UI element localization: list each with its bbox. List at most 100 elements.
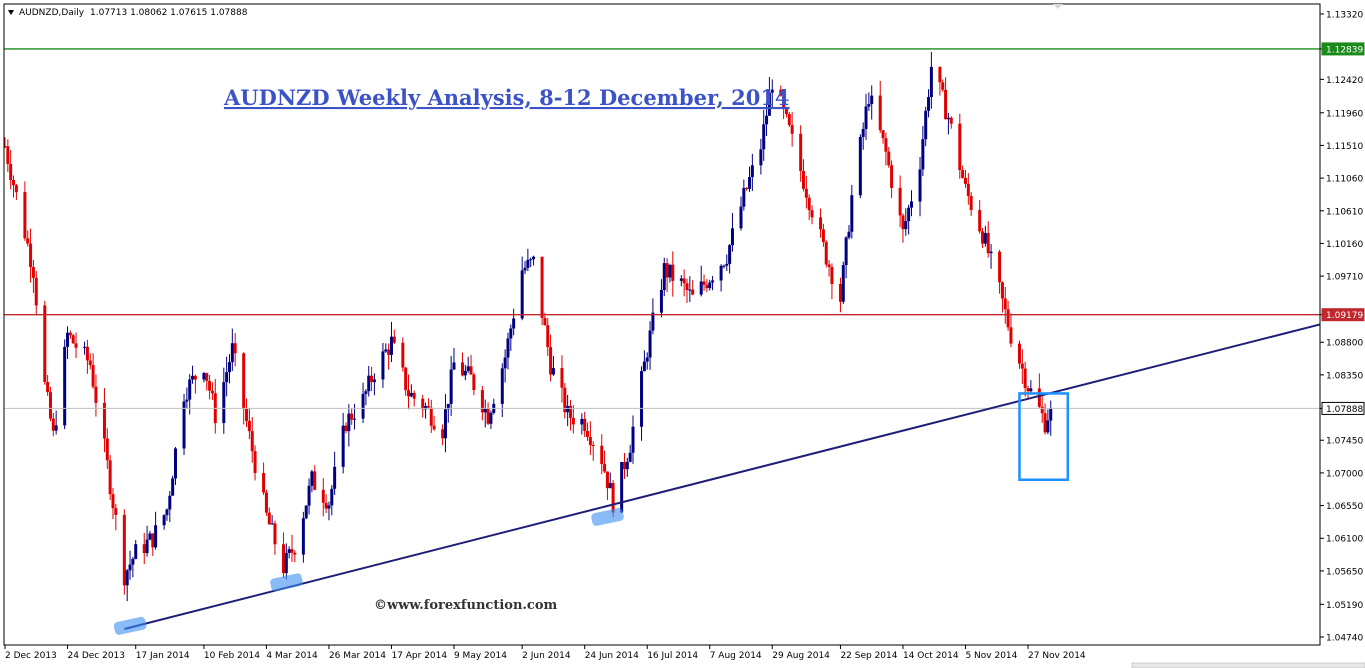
candle-down bbox=[685, 283, 689, 291]
candle-down bbox=[1023, 368, 1027, 389]
time-tick-label: 14 Oct 2014 bbox=[903, 651, 959, 661]
candle-down bbox=[560, 368, 564, 388]
candle-up bbox=[659, 289, 663, 313]
candle-down bbox=[1000, 282, 1004, 299]
candle-up bbox=[580, 418, 584, 425]
candle-up bbox=[182, 401, 186, 449]
candle-up bbox=[449, 369, 453, 404]
candle-up bbox=[389, 336, 393, 355]
candle-down bbox=[74, 343, 78, 348]
candle-down bbox=[250, 431, 254, 452]
candle-down bbox=[68, 332, 72, 336]
candle-down bbox=[43, 305, 47, 383]
candle-down bbox=[1026, 388, 1030, 392]
plot-frame bbox=[3, 3, 1321, 646]
candle-down bbox=[603, 464, 607, 472]
candle-down bbox=[981, 231, 985, 244]
time-tick-label: 9 May 2014 bbox=[454, 651, 507, 661]
price-tick-label: 1.05190 bbox=[1326, 601, 1363, 611]
support-tag bbox=[1321, 308, 1365, 322]
price-tick-label: 1.08800 bbox=[1326, 339, 1363, 349]
candle-up bbox=[171, 478, 175, 496]
candle-up bbox=[284, 552, 288, 574]
candle-down bbox=[958, 123, 962, 171]
candle-up bbox=[270, 523, 274, 525]
candle-down bbox=[810, 210, 814, 218]
candle-up bbox=[648, 330, 652, 358]
candle-down bbox=[412, 392, 416, 399]
candle-down bbox=[588, 437, 592, 445]
candle-up bbox=[844, 237, 848, 266]
candle-down bbox=[784, 108, 788, 115]
candle-up bbox=[154, 525, 158, 548]
price-tick-label: 1.10160 bbox=[1326, 240, 1363, 250]
trendline bbox=[124, 323, 1321, 630]
candle-down bbox=[819, 217, 823, 230]
candle-up bbox=[668, 264, 672, 278]
candle-down bbox=[804, 188, 808, 198]
price-tick-label: 1.05650 bbox=[1326, 567, 1363, 577]
candle-up bbox=[301, 518, 305, 555]
candle-up bbox=[759, 149, 763, 166]
candle-down bbox=[6, 146, 10, 165]
candle-up bbox=[483, 408, 487, 413]
candle-down bbox=[290, 549, 294, 553]
candle-down bbox=[324, 502, 328, 509]
candle-up bbox=[347, 413, 351, 432]
chart-title: AUDNZD Weekly Analysis, 8-12 December, 2… bbox=[223, 85, 790, 110]
touch-highlight bbox=[270, 573, 303, 592]
candle-down bbox=[34, 277, 38, 306]
candle-up bbox=[645, 357, 649, 362]
candle-down bbox=[963, 177, 967, 184]
candle-up bbox=[929, 66, 933, 98]
focus-box bbox=[1018, 392, 1070, 481]
candle-down bbox=[29, 243, 33, 268]
price-tick-label: 1.08350 bbox=[1326, 371, 1363, 381]
time-tick-label: 26 Mar 2014 bbox=[329, 651, 386, 661]
candle-up bbox=[662, 263, 666, 290]
candle-down bbox=[568, 405, 572, 418]
candle-down bbox=[591, 444, 595, 446]
candle-up bbox=[927, 97, 931, 111]
time-tick-label: 7 Aug 2014 bbox=[710, 651, 762, 661]
candle-up bbox=[63, 346, 67, 426]
scrollbar[interactable] bbox=[1131, 662, 1365, 668]
price-axis: 1.13320 1.12839 1.12420 1.11960 1.11510 1.110… bbox=[1320, 11, 1365, 644]
candle-down bbox=[821, 229, 825, 243]
price-tick-label: 1.10610 bbox=[1326, 207, 1363, 217]
candle-up bbox=[1049, 408, 1053, 421]
candle-up bbox=[191, 375, 195, 380]
candle-down bbox=[583, 418, 587, 431]
candle-down bbox=[799, 133, 803, 171]
candle-up bbox=[446, 403, 450, 410]
candle-down bbox=[392, 336, 396, 343]
candle-down bbox=[3, 146, 7, 148]
triangle-down-icon[interactable] bbox=[8, 10, 14, 15]
candle-up bbox=[767, 92, 771, 116]
candle-down bbox=[469, 366, 473, 375]
candle-down bbox=[321, 489, 325, 503]
watermark: ©www.forexfunction.com bbox=[374, 598, 558, 613]
candle-up bbox=[327, 505, 331, 509]
time-tick-label: 10 Feb 2014 bbox=[204, 651, 260, 661]
candle-down bbox=[51, 418, 55, 431]
candles-layer bbox=[3, 51, 1053, 602]
time-tick-label: 2 Dec 2013 bbox=[5, 651, 57, 661]
candle-down bbox=[546, 325, 550, 348]
candle-down bbox=[1006, 309, 1010, 328]
price-tick-label: 1.11060 bbox=[1326, 175, 1363, 185]
resistance-tag bbox=[1321, 42, 1365, 56]
candle-down bbox=[838, 284, 842, 302]
candle-up bbox=[165, 509, 169, 516]
candle-down bbox=[404, 367, 408, 391]
candle-up bbox=[452, 362, 456, 370]
annotation-layer bbox=[4, 48, 1321, 635]
candle-down bbox=[665, 263, 669, 278]
candle-down bbox=[14, 185, 18, 193]
candle-down bbox=[571, 417, 575, 425]
candle-up bbox=[770, 89, 774, 93]
candle-down bbox=[142, 544, 146, 554]
price-tick-label: 1.09710 bbox=[1326, 273, 1363, 283]
candle-down bbox=[787, 114, 791, 126]
